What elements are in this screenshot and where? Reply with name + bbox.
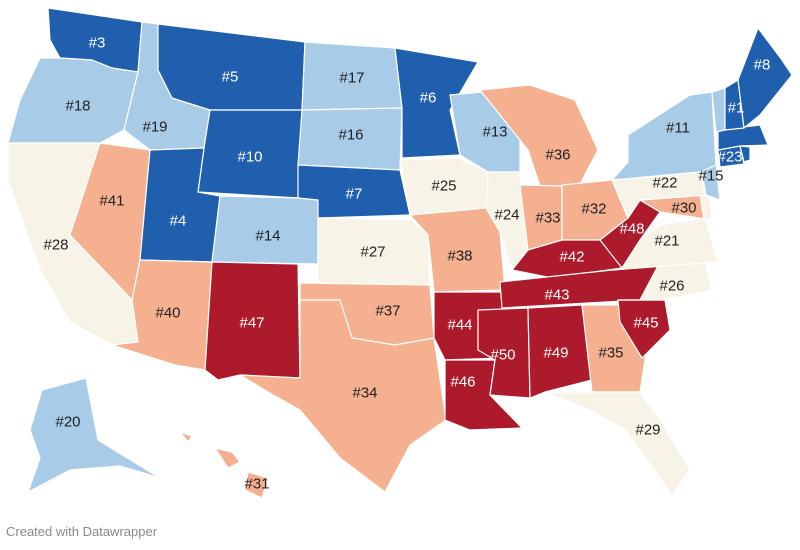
rank-label-nv: #41	[99, 193, 124, 210]
rank-label-ar: #44	[447, 317, 472, 334]
rank-label-or: #18	[65, 98, 90, 115]
rank-label-in: #33	[535, 210, 560, 227]
state-ma	[717, 124, 769, 151]
state-me	[737, 27, 793, 129]
rank-label-mi: #36	[545, 147, 570, 164]
rank-label-mn: #6	[420, 90, 437, 107]
rank-label-fl: #29	[635, 422, 660, 439]
rank-label-ks: #27	[360, 244, 385, 261]
rank-label-ca: #28	[43, 237, 68, 254]
rank-label-wa: #3	[89, 35, 106, 52]
rank-label-ak: #20	[55, 414, 80, 431]
rank-label-va: #21	[654, 233, 679, 250]
rank-label-ok: #37	[375, 303, 400, 320]
rank-label-tx: #34	[352, 385, 377, 402]
rank-label-md: #30	[671, 200, 696, 217]
rank-label-mt: #5	[222, 69, 239, 86]
rank-label-sd: #16	[338, 127, 363, 144]
rank-label-mo: #38	[447, 248, 472, 265]
rank-label-nj: #15	[698, 168, 723, 185]
state-ri	[739, 145, 751, 163]
rank-label-nm: #47	[239, 315, 264, 332]
rank-label-ct: #23	[717, 149, 742, 166]
rank-label-nc: #26	[659, 278, 684, 295]
rank-label-nh: #1	[728, 100, 745, 117]
rank-label-ut: #4	[170, 213, 187, 230]
rank-label-pa: #22	[652, 175, 677, 192]
rank-label-az: #40	[155, 305, 180, 322]
state-al	[527, 304, 593, 399]
rank-label-hi: #31	[244, 476, 269, 493]
state-wy	[197, 109, 303, 199]
state-ny	[611, 91, 717, 181]
state-ak	[27, 377, 161, 493]
rank-label-oh: #32	[581, 201, 606, 218]
state-tx	[239, 299, 447, 493]
rank-label-ky: #42	[559, 249, 584, 266]
rank-label-wi: #13	[482, 124, 507, 141]
rank-label-ms: #50	[490, 347, 515, 364]
rank-label-wv: #48	[619, 221, 644, 238]
datawrapper-credit: Created with Datawrapper	[6, 524, 158, 539]
rank-label-tn: #43	[544, 287, 569, 304]
state-hi	[179, 431, 269, 499]
rank-label-ne: #7	[346, 186, 363, 203]
rank-label-nd: #17	[339, 70, 364, 87]
rank-label-ny: #11	[666, 120, 690, 137]
state-fl	[544, 391, 691, 496]
rank-label-me: #8	[754, 57, 771, 74]
rank-label-il: #24	[494, 207, 519, 224]
us-state-rank-map: #3 #18 #28 #19 #41 #5 #10 #4 #40 #14 #47 #17 #16 #7 #2…	[7, 7, 793, 499]
state-ks	[317, 217, 431, 286]
state-mt	[157, 23, 306, 111]
rank-label-al: #49	[543, 345, 568, 362]
rank-label-wy: #10	[237, 149, 262, 166]
rank-label-ia: #25	[431, 178, 456, 195]
rank-label-ga: #35	[598, 345, 623, 362]
state-mi	[479, 84, 599, 189]
rank-label-co: #14	[255, 228, 280, 245]
rank-label-la: #46	[450, 374, 475, 391]
state-nc	[611, 261, 713, 301]
rank-label-id: #19	[142, 119, 167, 136]
rank-label-sc: #45	[633, 315, 658, 332]
